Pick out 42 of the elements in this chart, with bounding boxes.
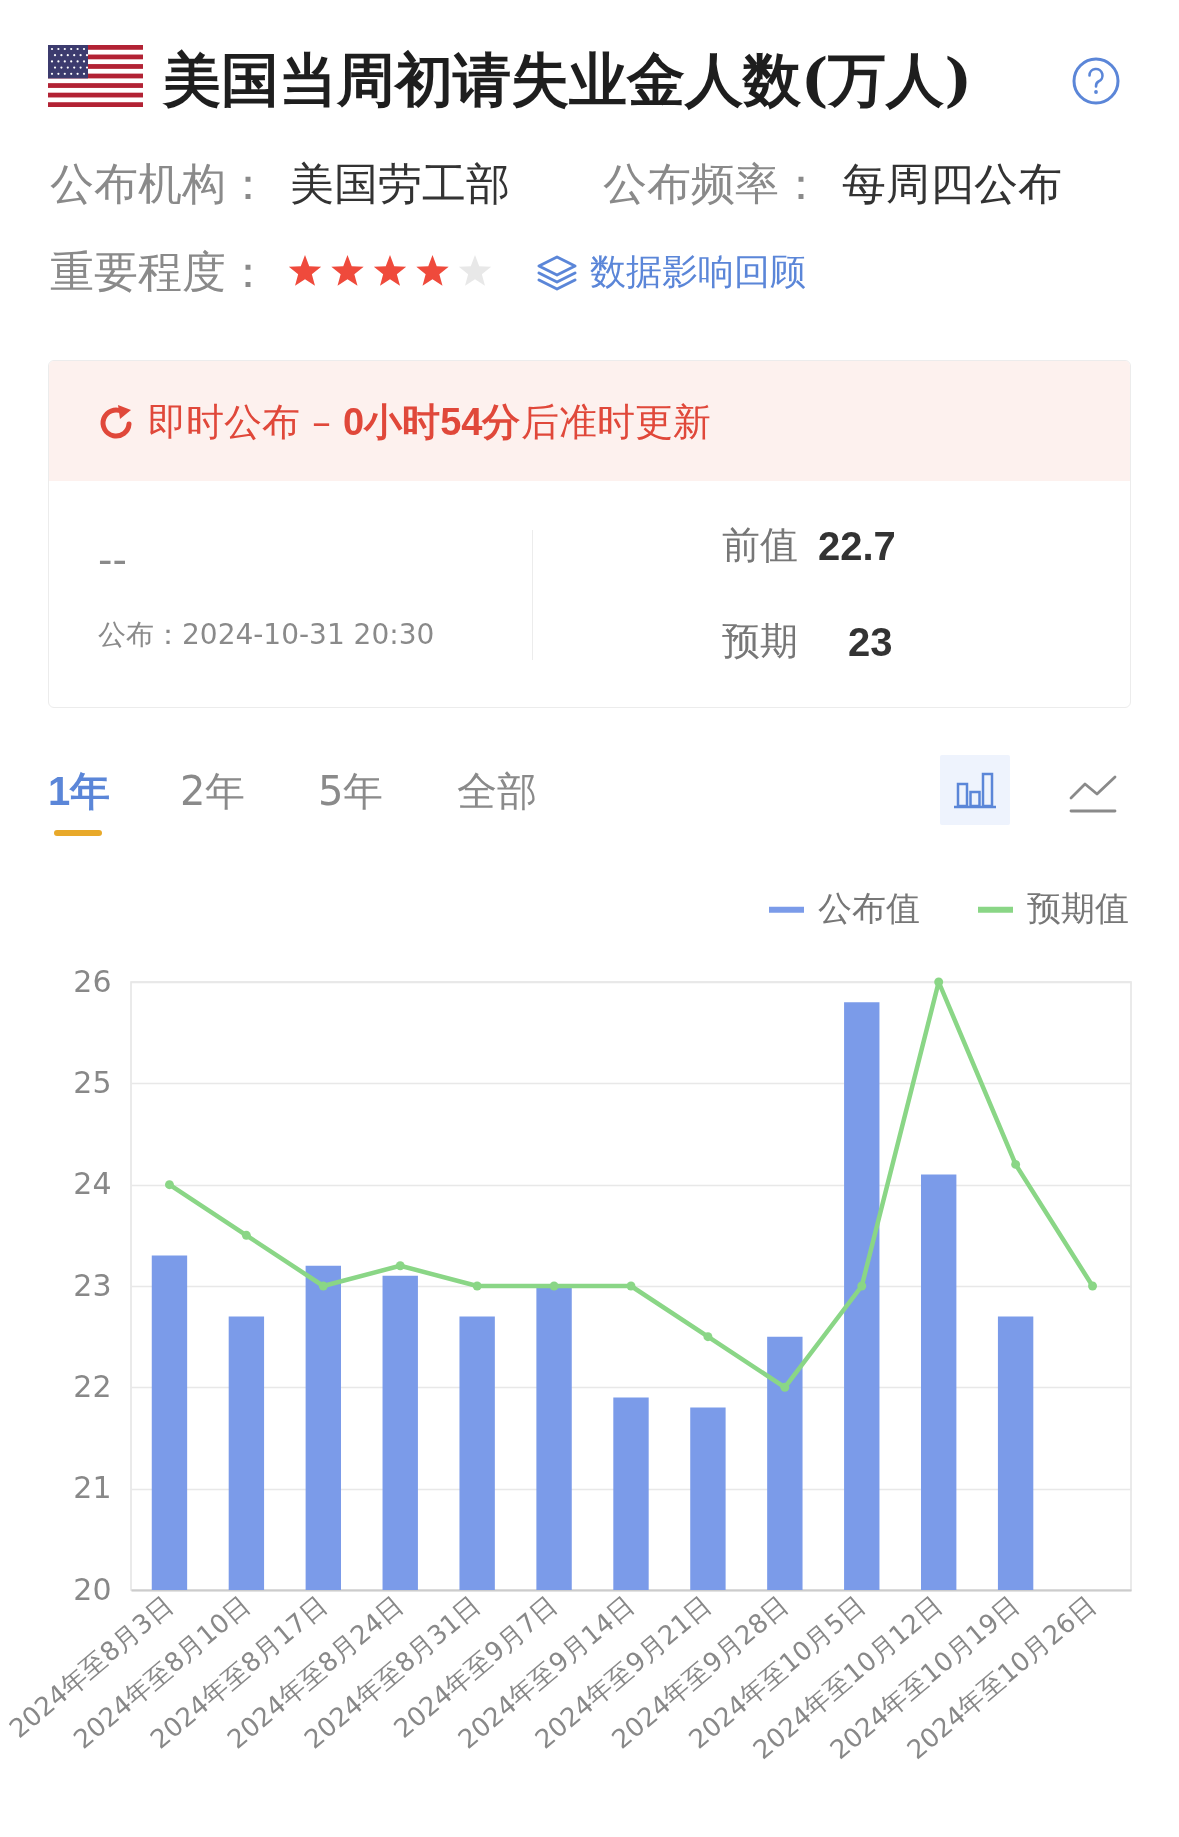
legend-label: 预期值 <box>1027 887 1129 928</box>
point <box>934 977 944 987</box>
text: 1年 <box>48 769 111 813</box>
point <box>780 1382 790 1392</box>
point <box>703 1332 713 1342</box>
point <box>241 1230 251 1240</box>
text: 预期 <box>722 619 798 663</box>
y-tick-label: 23 <box>73 1267 112 1303</box>
point <box>857 1281 867 1291</box>
y-tick-label: 24 <box>73 1166 112 1202</box>
text: 公布机构： <box>50 158 270 209</box>
chart-title: 美国当周初请失业金人数(万人) <box>163 45 972 116</box>
legend-label: 公布值 <box>818 887 920 928</box>
text: 22.7 <box>818 524 896 568</box>
point <box>318 1281 328 1291</box>
text: 数据影响回顾 <box>590 251 806 292</box>
point <box>1088 1281 1098 1291</box>
text: 5年 <box>318 768 384 814</box>
text: 0小时54分 <box>343 401 521 443</box>
point <box>472 1281 482 1291</box>
y-tick-label: 20 <box>73 1571 112 1607</box>
text: 2年 <box>180 768 246 814</box>
y-tick-label: 21 <box>73 1470 112 1506</box>
point <box>395 1261 405 1271</box>
text: 公布频率： <box>603 158 823 209</box>
text: 重要程度： <box>50 246 270 297</box>
point <box>549 1281 559 1291</box>
text: 每周四公布 <box>842 158 1062 209</box>
y-tick-label: 26 <box>73 963 112 999</box>
y-tick-label: 25 <box>73 1064 112 1100</box>
text: 23 <box>848 620 893 664</box>
text: 前值 <box>722 523 798 567</box>
text: 后准时更新 <box>520 400 711 444</box>
point <box>626 1281 636 1291</box>
text: -- <box>98 537 127 583</box>
point <box>1011 1159 1021 1169</box>
text: 公布：2024-10-31 20:30 <box>98 618 435 651</box>
text: 即时公布 – <box>148 400 332 444</box>
y-tick-label: 22 <box>73 1368 112 1404</box>
point <box>164 1180 174 1190</box>
text: 美国劳工部 <box>290 158 510 209</box>
text: 全部 <box>457 768 537 814</box>
